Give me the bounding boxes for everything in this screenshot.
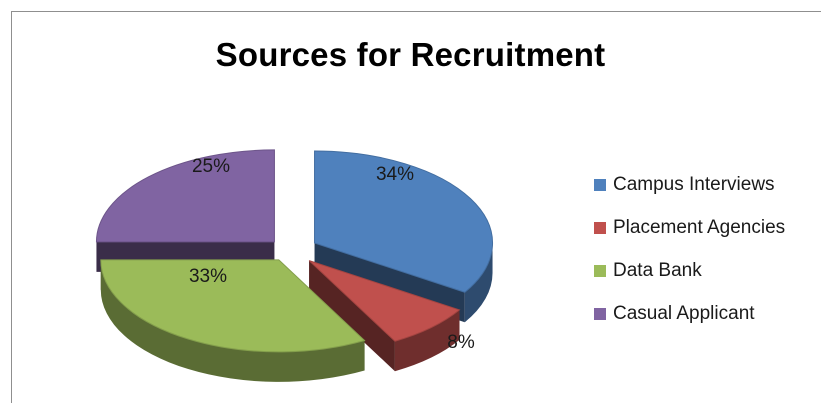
legend-item-placement-agencies: Placement Agencies (594, 213, 785, 242)
slice-side (464, 242, 493, 323)
legend-label: Casual Applicant (613, 302, 755, 324)
legend-item-data-bank: Data Bank (594, 256, 785, 285)
data-label: 34% (376, 164, 414, 185)
legend-swatch (594, 178, 606, 191)
legend-label: Placement Agencies (613, 216, 786, 238)
data-label: 25% (192, 156, 230, 177)
legend-label: Data Bank (613, 259, 702, 281)
legend-item-campus-interviews: Campus Interviews (594, 170, 785, 199)
legend-swatch (594, 264, 606, 277)
slice-side (394, 309, 460, 372)
slice-casual-applicant (95, 149, 275, 243)
legend-swatch (594, 221, 606, 234)
pie-tops (95, 149, 494, 353)
legend-item-casual-applicant: Casual Applicant (594, 299, 785, 328)
slice-wall (309, 260, 395, 372)
legend-swatch (594, 307, 606, 320)
slice-data-bank (100, 259, 366, 353)
data-label: 33% (189, 266, 227, 287)
chart-title: Sources for Recruitment (215, 36, 606, 73)
slice-placement-agencies (308, 260, 461, 342)
legend-label: Campus Interviews (613, 173, 775, 195)
slice-campus-interviews (314, 150, 494, 293)
legend: Campus Interviews Placement Agencies Dat… (594, 170, 785, 342)
data-label: 8% (447, 332, 475, 353)
